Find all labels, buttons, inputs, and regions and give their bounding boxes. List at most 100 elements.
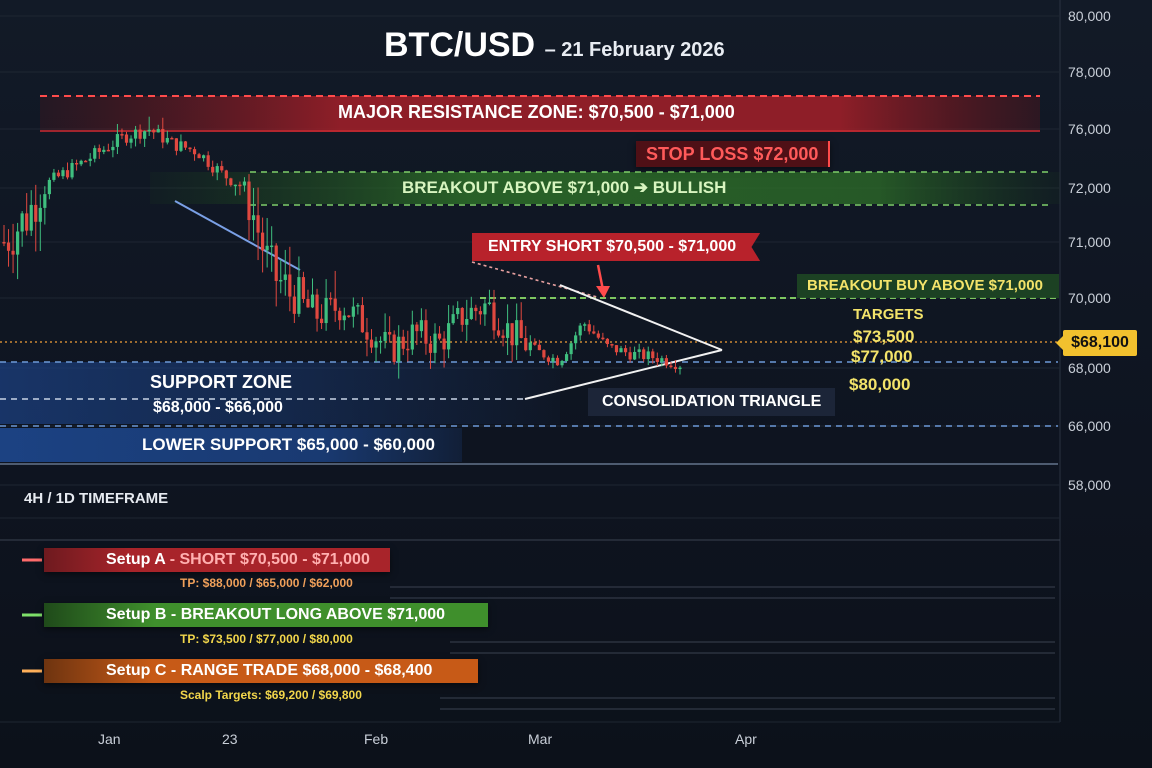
setup-b-name: Setup B [106,606,167,623]
candle-body [324,297,328,324]
candle-body [202,155,206,159]
candle-body [251,215,256,221]
candle-body [451,314,455,324]
candle-body [447,323,451,350]
candle-body [115,134,120,147]
candle-body [365,332,369,340]
candle-body [61,170,65,177]
setup-c-bar[interactable]: Setup C - RANGE TRADE $68,000 - $68,400 [44,659,478,683]
candle-body [342,315,346,321]
candle-body [397,336,401,362]
candle-body [106,149,110,152]
setup-c-name: Setup C [106,662,167,679]
candle-body [156,129,160,133]
candle-body [338,310,342,321]
breakout-above-label: BREAKOUT ABOVE $71,000 ➔ BULLISH [402,178,727,197]
candle-body [233,184,237,187]
candle-body [143,131,147,139]
candle-body [220,166,224,171]
downtrend-line [174,200,301,271]
candle-body [406,348,410,351]
setup-b-tp: TP: $73,500 / $77,000 / $80,000 [180,632,353,646]
candle-body [256,215,260,233]
candle-body [456,308,460,315]
setup-a-desc: SHORT $70,500 - $71,000 [179,551,370,568]
candle-body [478,311,482,315]
consolidation-label: CONSOLIDATION TRIANGLE [588,388,836,416]
candle-body [188,147,192,150]
candle-body [238,184,242,187]
candle-body [592,331,596,334]
candle-body [11,250,15,255]
candle-body [97,148,101,152]
candle-body [138,129,142,139]
candle-body [483,303,487,315]
triangle-upper-line [559,284,723,351]
candle-body [678,367,682,370]
candle-body [587,324,591,332]
y-tick-68000: 68,000 [1068,360,1111,376]
setup-b-desc: BREAKOUT LONG ABOVE $71,000 [180,606,446,623]
x-tick-mar: Mar [528,731,553,747]
candle-body [578,325,582,336]
candle-body [623,348,628,353]
candle-body [560,360,564,366]
candle-body [65,170,70,178]
target-3: $80,000 [849,375,911,394]
candle-body [56,172,61,177]
candle-body [378,340,383,343]
candle-body [669,365,673,368]
candle-body [16,231,20,255]
y-tick-66000: 66,000 [1068,418,1111,434]
setup-b-bar[interactable]: Setup B - BREAKOUT LONG ABOVE $71,000 [44,603,488,627]
candle-body [419,320,423,332]
candle-body [120,134,124,136]
major-resistance-label: MAJOR RESISTANCE ZONE: $70,500 - $71,000 [338,102,735,122]
setup-c-tp: Scalp Targets: $69,200 / $69,800 [180,688,362,702]
candle-body [25,213,29,231]
candle-body [651,351,655,359]
setup-c-desc: RANGE TRADE $68,000 - $68,400 [180,662,433,679]
candle-body [642,349,646,360]
setup-a-tp: TP: $88,000 / $65,000 / $62,000 [180,576,353,590]
candle-body [614,345,619,353]
candle-body [401,336,405,349]
y-tick-70000: 70,000 [1068,290,1111,306]
candle-body [356,305,360,307]
candle-body [433,333,437,353]
candle-body [533,342,537,345]
candle-body [261,232,265,251]
candle-body [161,129,165,143]
candle-body [555,357,560,366]
title-main: BTC/USD [384,26,536,64]
support-zone-band [0,362,560,424]
candle-body [519,320,523,338]
candle-body [270,245,274,248]
candle-body [610,344,614,346]
candle-body [152,129,156,133]
setup-a-bar[interactable]: Setup A - SHORT $70,500 - $71,000 [44,548,390,572]
breakout-buy-label: BREAKOUT BUY ABOVE $71,000 [797,274,1059,298]
candle-body [442,338,446,350]
candle-body [170,137,174,140]
title-date: – 21 February 2026 [544,39,725,61]
support-zone-label: SUPPORT ZONE [150,372,293,392]
current-price-tag: $68,100 [1056,330,1137,356]
candle-body [74,162,79,165]
y-tick-72000: 72,000 [1068,180,1111,196]
candle-body [333,298,337,311]
timeframe-label: 4H / 1D TIMEFRAME [24,490,169,507]
candle-body [583,324,587,326]
candle-body [84,160,88,163]
y-tick-58000: 58,000 [1068,477,1111,493]
candle-body [505,323,510,338]
candle-body [646,351,650,360]
candle-body [43,194,47,208]
candle-body [515,320,519,346]
candle-body [574,335,578,344]
candle-body [664,358,668,366]
candle-body [215,166,219,173]
candle-body [315,294,319,319]
candle-body [6,242,11,251]
